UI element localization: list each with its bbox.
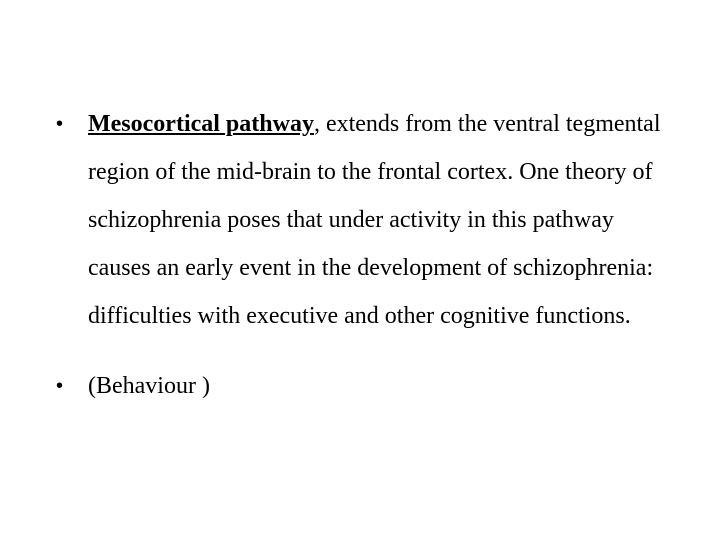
- bullet-text: , extends from the ventral tegmental reg…: [88, 111, 661, 329]
- bullet-list: Mesocortical pathway, extends from the v…: [50, 100, 670, 410]
- slide: Mesocortical pathway, extends from the v…: [0, 0, 720, 540]
- bullet-term: Mesocortical pathway: [88, 111, 314, 137]
- list-item: Mesocortical pathway, extends from the v…: [50, 100, 670, 340]
- bullet-text: (Behaviour ): [88, 373, 210, 399]
- list-item: (Behaviour ): [50, 362, 670, 410]
